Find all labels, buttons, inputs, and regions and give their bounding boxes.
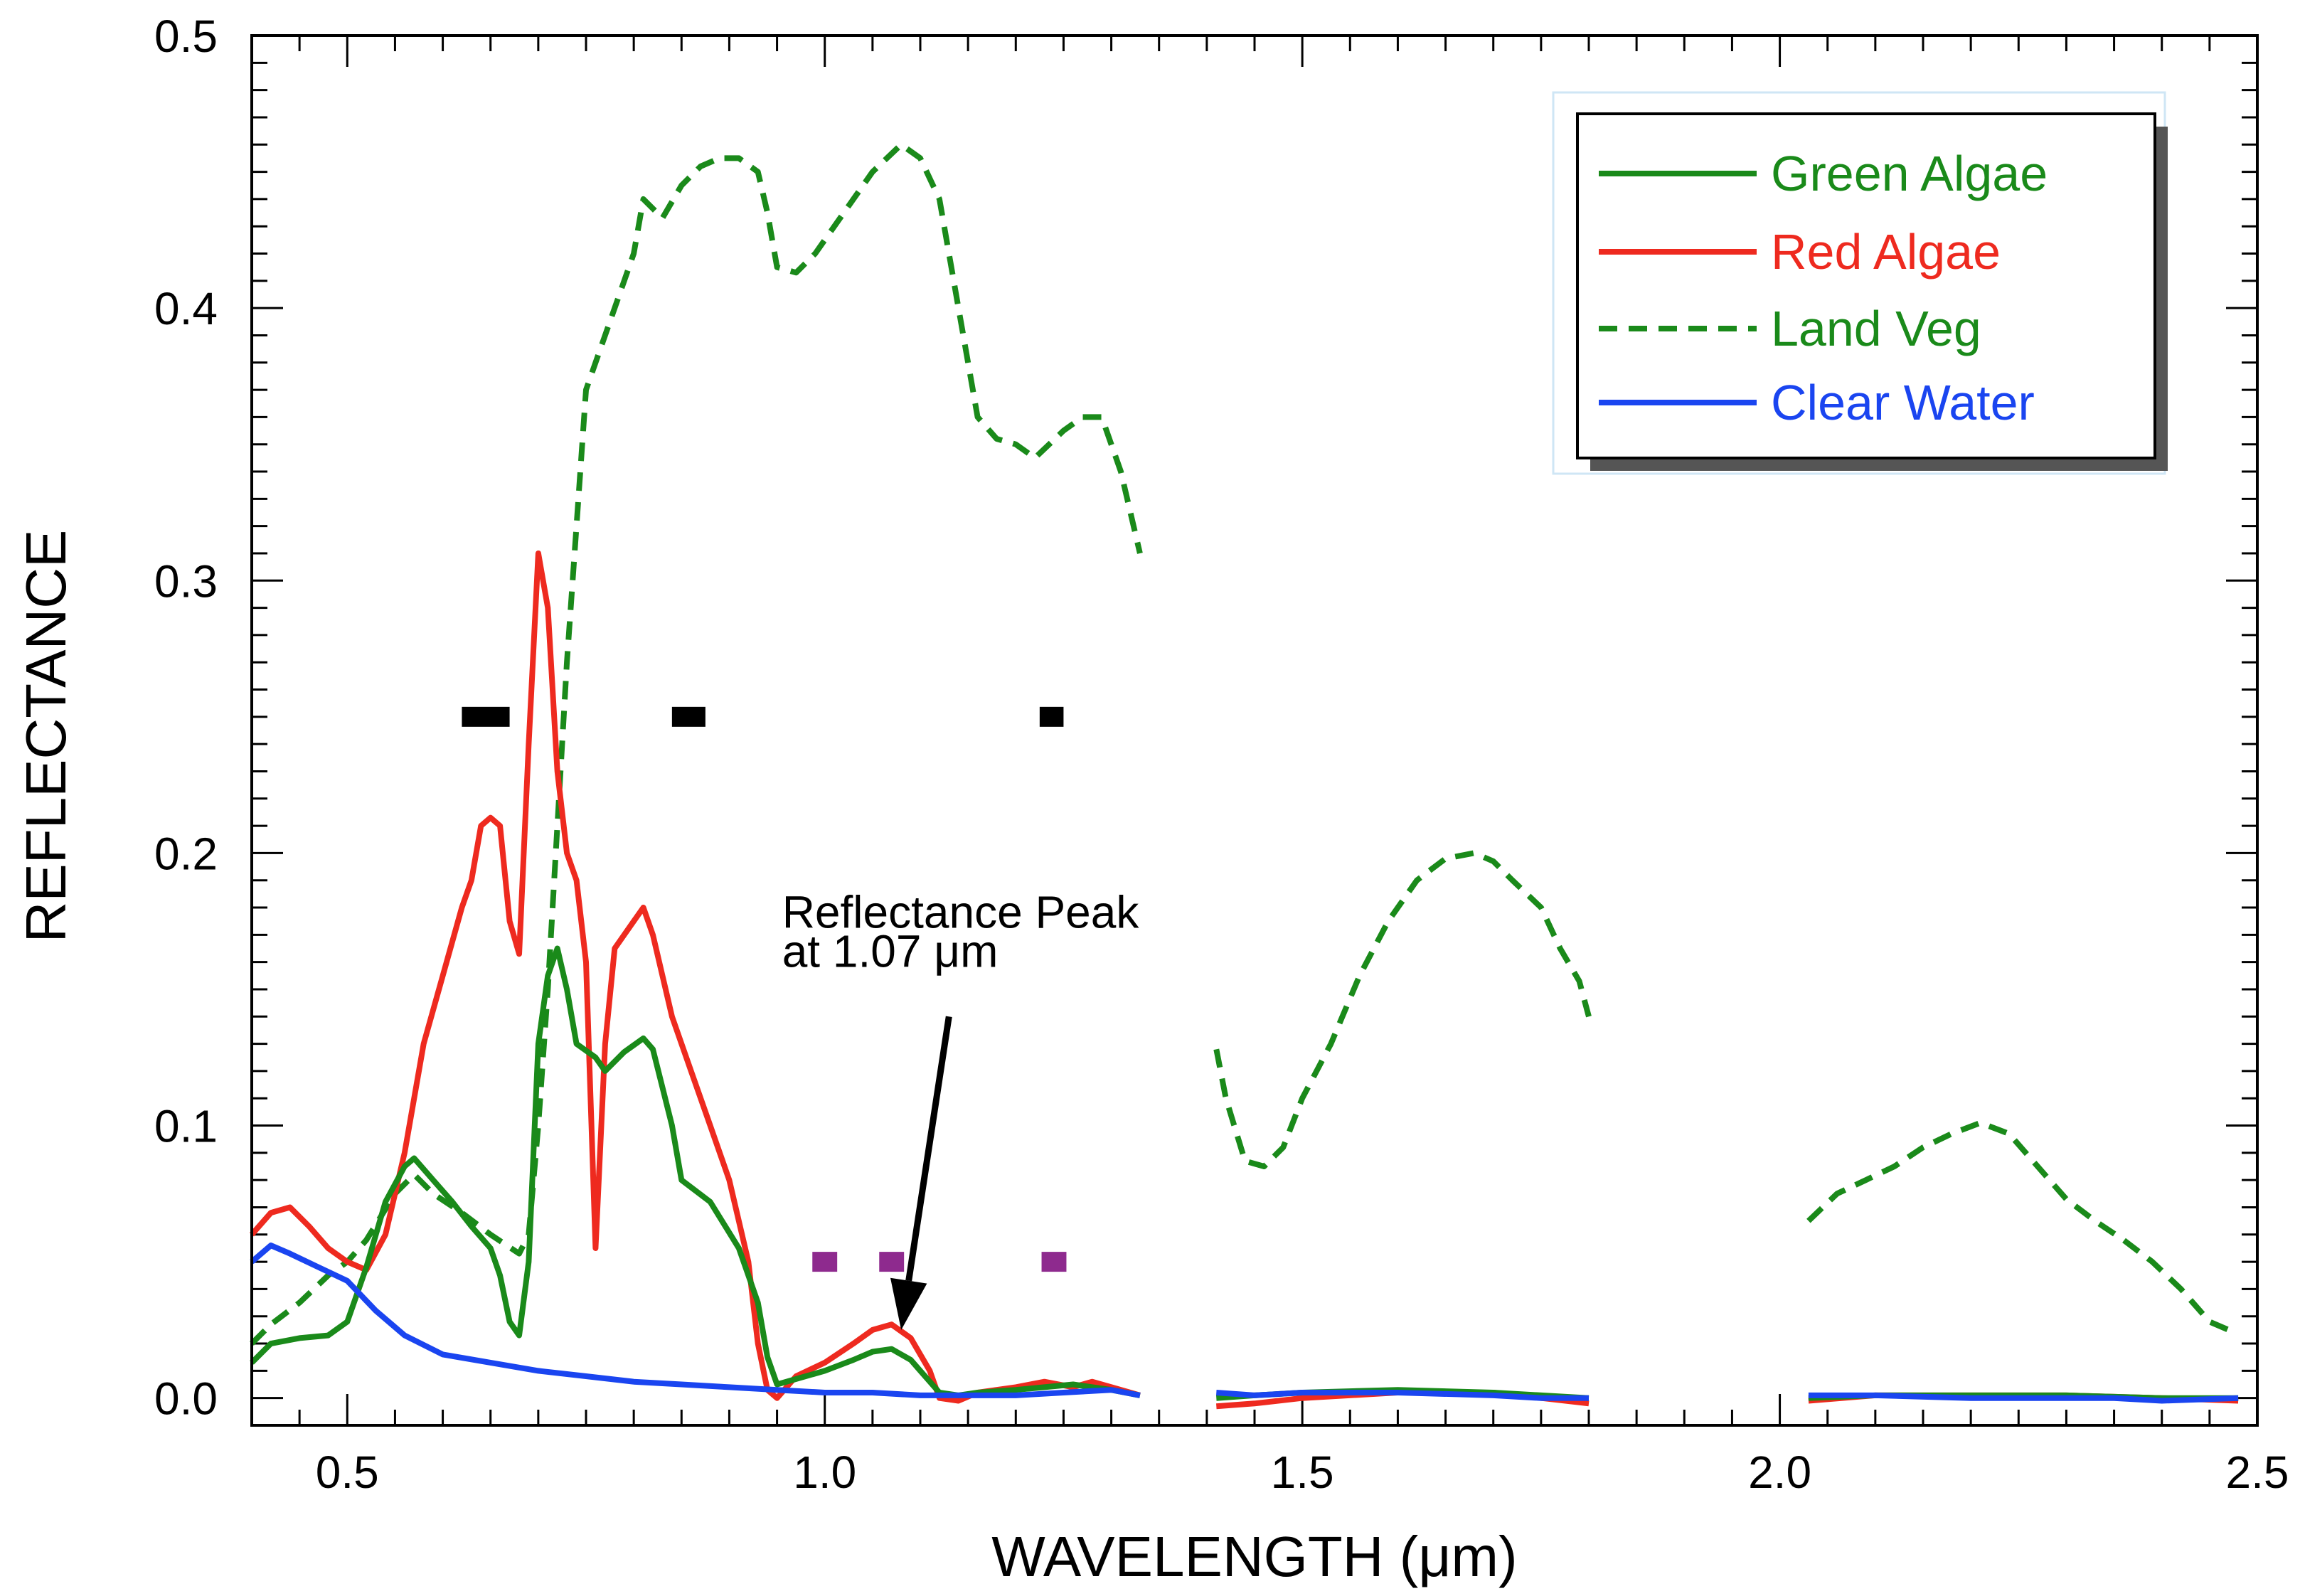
x-tick-label: 1.5 xyxy=(1271,1447,1334,1498)
series-line-clear-water xyxy=(1808,1392,2239,1404)
band-marker xyxy=(671,706,706,727)
y-tick-label: 0.3 xyxy=(154,555,218,607)
axis-ticks xyxy=(250,34,2259,1427)
band-marker xyxy=(1041,1252,1067,1272)
legend-entry-clear-water: Clear Water xyxy=(1599,375,2035,430)
peak-annotation: Reflectance Peak at 1.07 μm xyxy=(782,887,1140,1330)
legend-label-land-veg: Land Veg xyxy=(1771,301,1981,356)
band-marker xyxy=(812,1252,838,1272)
legend-label-clear-water: Clear Water xyxy=(1771,375,2035,430)
x-axis-title: WAVELENGTH (μm) xyxy=(991,1525,1517,1588)
y-tick-label: 0.1 xyxy=(154,1101,218,1152)
x-tick-label: 0.5 xyxy=(316,1447,379,1498)
band-marker xyxy=(879,1252,905,1272)
tick-labels: 0.5 1.0 1.5 2.0 2.5 0.0 0.1 0.2 0.3 0.4 0.5 xyxy=(154,11,2289,1498)
annotation-text-line-1: Reflectance Peak xyxy=(782,887,1140,938)
x-tick-label: 1.0 xyxy=(793,1447,856,1498)
x-tick-label: 2.0 xyxy=(1748,1447,1811,1498)
series-line-green-algae xyxy=(250,945,1141,1398)
legend-entry-land-veg: Land Veg xyxy=(1599,301,1981,356)
legend-entry-green-algae: Green Algae xyxy=(1599,146,2048,201)
series-line-land-veg xyxy=(1213,850,1592,1169)
legend-entry-red-algae: Red Algae xyxy=(1599,224,2001,280)
x-tick-label: 2.5 xyxy=(2226,1447,2289,1498)
series-line-clear-water xyxy=(1216,1390,1589,1401)
legend: Green Algae Red Algae Land Veg Clear Wat… xyxy=(1552,91,2168,475)
y-tick-label: 0.4 xyxy=(154,283,218,334)
series-line-clear-water xyxy=(250,1243,1141,1398)
y-tick-label: 0.5 xyxy=(154,11,218,62)
y-axis-title: REFLECTANCE xyxy=(14,530,78,943)
legend-label-red-algae: Red Algae xyxy=(1771,224,2001,280)
annotation-text-line-2: at 1.07 μm xyxy=(782,926,999,977)
band-marker xyxy=(462,706,510,727)
band-marker xyxy=(1039,706,1064,727)
band-markers xyxy=(462,706,1067,1272)
annotation-arrow xyxy=(905,1016,952,1282)
series-layer xyxy=(249,142,2239,1410)
series-line-land-veg xyxy=(1806,1119,2230,1333)
y-tick-label: 0.2 xyxy=(154,828,218,879)
series-line-land-veg xyxy=(250,142,1143,1346)
legend-label-green-algae: Green Algae xyxy=(1771,146,2048,201)
annotation-arrowhead xyxy=(890,1277,927,1330)
series-line-red-algae xyxy=(249,550,1141,1404)
y-tick-label: 0.0 xyxy=(154,1373,218,1425)
plot-frame xyxy=(250,34,2259,1427)
